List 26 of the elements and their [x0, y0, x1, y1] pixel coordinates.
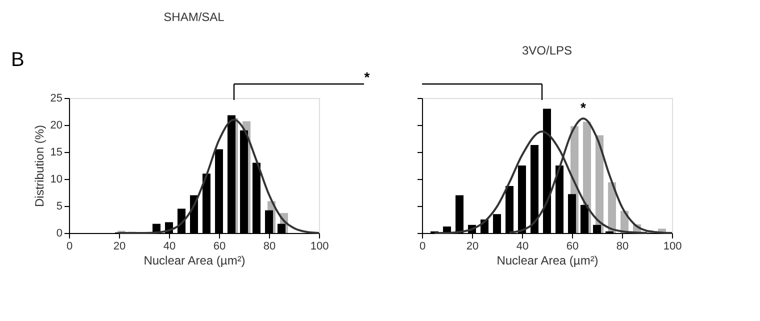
x-tick-label: 60 [213, 240, 226, 252]
x-tick-label: 40 [163, 240, 176, 252]
x-tick-label: 100 [310, 240, 329, 252]
chart-title: 3VO/LPS [522, 43, 572, 58]
x-tick-label: 0 [419, 240, 426, 252]
x-tick-label: 20 [466, 240, 479, 252]
y-tick-label: 20 [50, 120, 62, 132]
y-tick-label: 5 [56, 200, 62, 212]
chart-title: SHAM/SAL [164, 10, 225, 24]
annotation: * [580, 100, 587, 116]
x-axis-title: Nuclear Area (µm²) [144, 254, 246, 268]
y-axis-title: Distribution (%) [32, 124, 46, 208]
x-tick-label: 100 [663, 240, 682, 252]
x-tick-label: 40 [516, 240, 529, 252]
x-axis-title: Nuclear Area (µm²) [496, 254, 598, 268]
x-tick-label: 80 [616, 240, 629, 252]
x-tick-label: 0 [66, 240, 73, 252]
text: * [364, 69, 370, 85]
x-tick-label: 20 [113, 240, 126, 252]
x-tick-label: 60 [566, 240, 579, 252]
x-tick-label: 80 [263, 240, 276, 252]
y-tick-label: 15 [50, 146, 62, 158]
y-tick-label: 10 [50, 174, 62, 186]
y-tick-label: 25 [50, 92, 62, 104]
text: B [11, 49, 24, 71]
y-tick-label: 0 [56, 228, 62, 240]
